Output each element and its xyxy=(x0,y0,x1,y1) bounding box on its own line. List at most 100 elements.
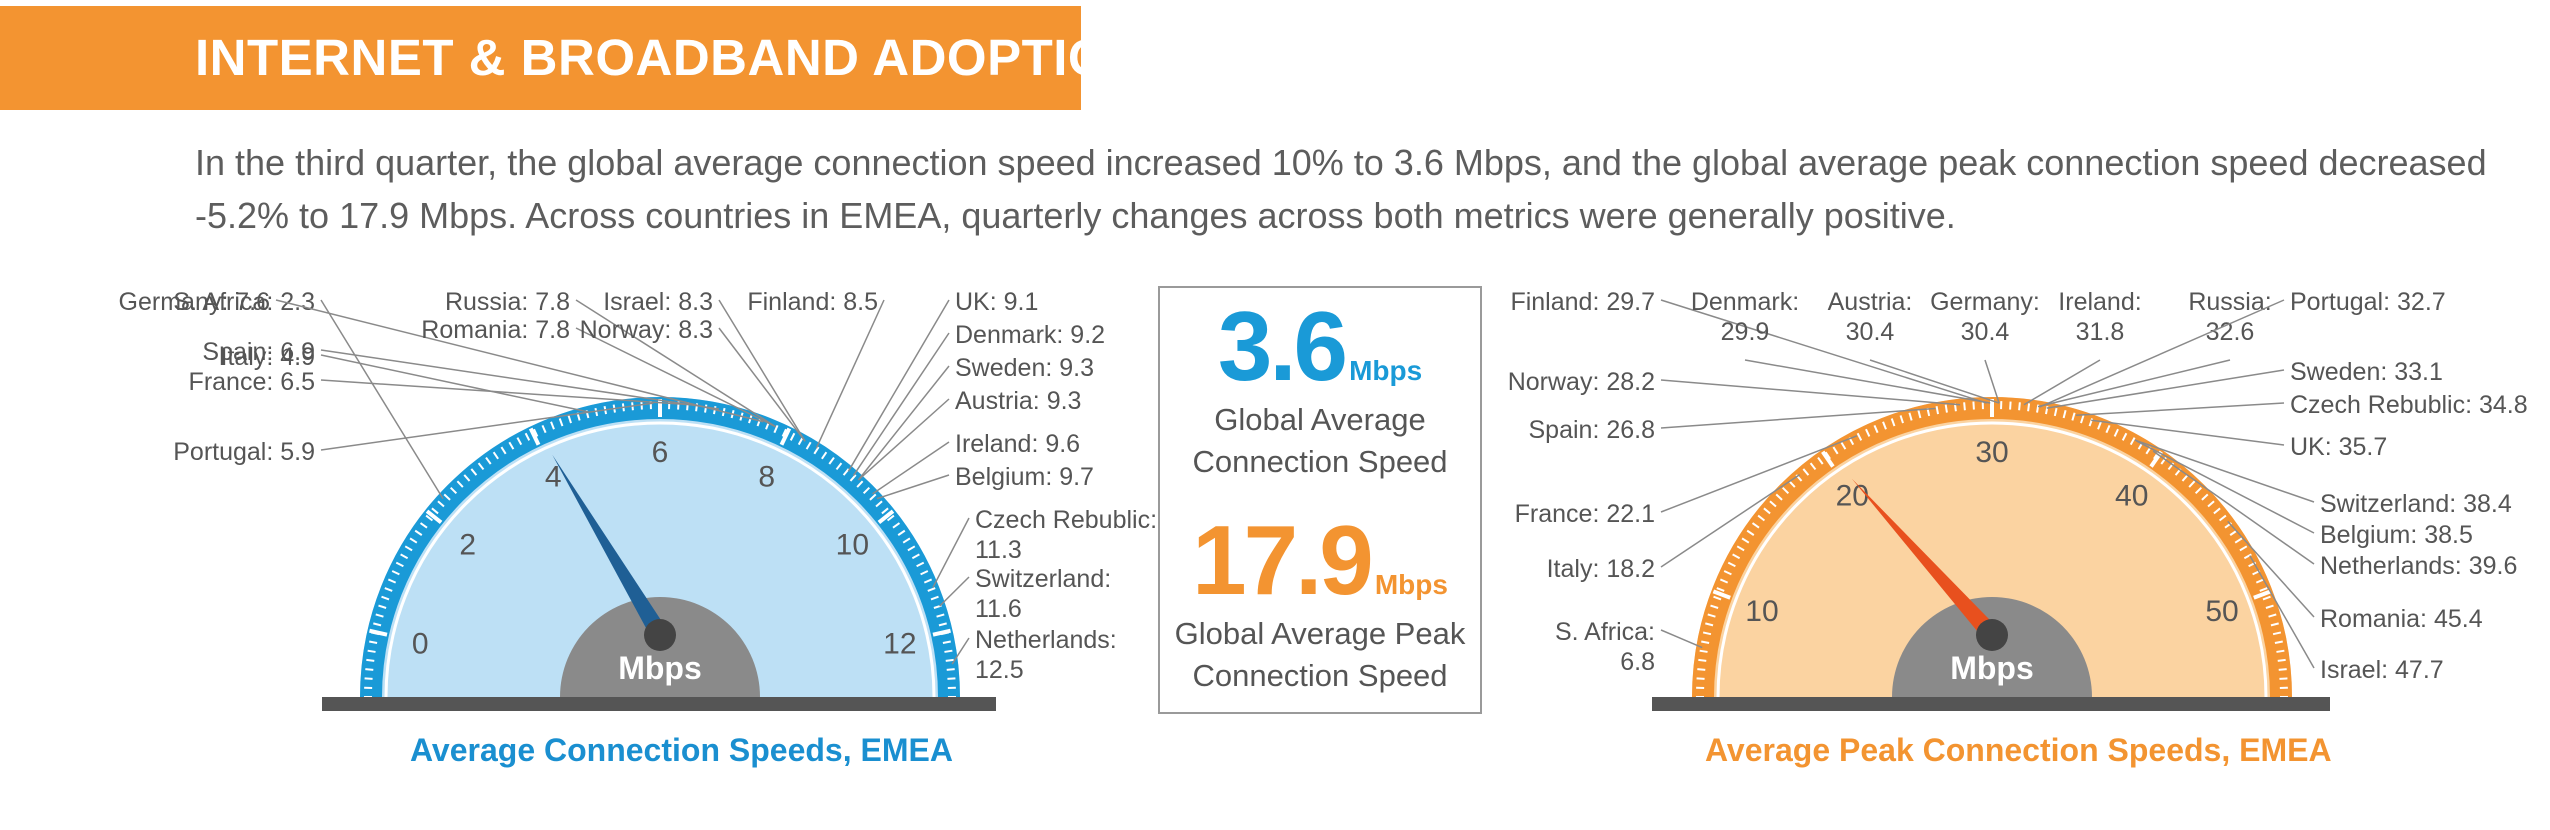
peak-minor-tick xyxy=(2272,631,2282,636)
avg-leader-line xyxy=(939,576,970,607)
peak-leader-line xyxy=(1660,379,1961,406)
avg-leader-line xyxy=(815,299,885,449)
peak-country-label-line: UK: 35.7 xyxy=(2290,433,2387,461)
peak-leader-line xyxy=(2091,419,2285,446)
peak-country-label: Russia: 32.6 xyxy=(2188,288,2271,346)
avg-minor-tick xyxy=(492,451,499,460)
avg-minor-tick xyxy=(550,421,555,430)
avg-country-label-line: Sweden: 9.3 xyxy=(955,354,1094,382)
peak-country-label: Ireland: 31.8 xyxy=(2058,288,2141,346)
avg-minor-tick xyxy=(902,537,911,544)
intro-paragraph: In the third quarter, the global average… xyxy=(195,136,2495,242)
avg-minor-tick xyxy=(869,493,877,501)
peak-minor-tick xyxy=(2270,622,2279,627)
global-peak-box: 17.9 Mbps Global Average Peak Connection … xyxy=(1158,496,1482,714)
peak-needle xyxy=(1851,478,1999,642)
peak-minor-tick xyxy=(1698,658,1707,662)
peak-country-label: Israel: 47.7 xyxy=(2320,656,2444,684)
avg-tick-label: 10 xyxy=(836,529,869,562)
avg-minor-tick xyxy=(920,570,929,576)
avg-country-label-line: Czech Rebublic: xyxy=(975,506,1157,534)
peak-minor-tick xyxy=(1710,604,1719,609)
avg-minor-tick xyxy=(431,507,439,515)
peak-country-label: Portugal: 32.7 xyxy=(2290,288,2446,316)
avg-country-label: Ireland: 9.6 xyxy=(955,430,1080,458)
peak-minor-tick xyxy=(2181,474,2189,482)
peak-country-label: Finland: 29.7 xyxy=(1510,288,1655,316)
peak-minor-tick xyxy=(1713,595,1722,601)
peak-minor-tick xyxy=(1809,462,1817,471)
peak-gauge-face xyxy=(1692,397,2292,697)
peak-minor-tick xyxy=(2194,486,2203,495)
peak-tick-label: 40 xyxy=(2115,480,2148,513)
avg-minor-tick xyxy=(938,622,947,627)
avg-country-label-line: Germany: 7.6 xyxy=(119,288,270,316)
avg-minor-tick xyxy=(400,553,409,560)
avg-minor-tick xyxy=(821,451,828,460)
peak-country-label-line: 6.8 xyxy=(1620,648,1655,676)
avg-leader-line xyxy=(320,354,589,413)
avg-needle xyxy=(552,454,668,640)
avg-minor-tick xyxy=(381,595,390,601)
avg-minor-tick xyxy=(911,553,920,560)
avg-leader-line xyxy=(575,299,776,428)
peak-minor-tick xyxy=(2160,456,2167,465)
peak-country-label-line: Sweden: 33.1 xyxy=(2290,358,2443,386)
avg-minor-tick xyxy=(813,446,820,455)
avg-minor-tick xyxy=(930,595,939,601)
avg-country-label: Norway: 8.3 xyxy=(580,316,713,344)
peak-minor-tick xyxy=(2265,604,2274,609)
avg-country-label: Sweden: 9.3 xyxy=(955,354,1094,382)
peak-leader-line xyxy=(1660,435,1858,513)
avg-country-label-line: Italy: 4.9 xyxy=(221,343,316,371)
peak-country-label-line: Finland: 29.7 xyxy=(1510,288,1655,316)
peak-country-label: Switzerland: 38.4 xyxy=(2320,490,2512,518)
avg-leader-line xyxy=(575,327,776,428)
peak-minor-tick xyxy=(1890,418,1896,427)
avg-minor-tick xyxy=(369,640,378,645)
avg-leader-line xyxy=(872,441,950,495)
peak-minor-tick xyxy=(1705,622,1714,627)
avg-major-tick xyxy=(932,628,951,637)
peak-minor-tick xyxy=(2009,401,2012,410)
peak-country-label: Romania: 45.4 xyxy=(2320,605,2483,633)
peak-leader-line xyxy=(1660,299,1987,404)
global-average-value: 3.6 xyxy=(1217,291,1348,401)
global-peak-value-row: 17.9 Mbps xyxy=(1160,508,1480,613)
avg-country-label-line: Netherlands: xyxy=(975,626,1117,654)
avg-minor-tick xyxy=(364,677,373,680)
avg-country-label: S. Africa: 2.3 xyxy=(173,288,315,316)
peak-minor-tick xyxy=(2234,537,2243,544)
avg-country-label-line: Ireland: 9.6 xyxy=(955,430,1080,458)
avg-needle-pivot xyxy=(644,619,676,651)
peak-tick-label: 50 xyxy=(2205,595,2238,628)
avg-minor-tick xyxy=(886,514,895,522)
avg-minor-tick xyxy=(387,578,397,584)
peak-leader-line xyxy=(1984,359,2000,404)
peak-minor-tick xyxy=(2218,514,2227,522)
avg-country-label: UK: 9.1 xyxy=(955,288,1038,316)
peak-minor-tick xyxy=(1757,514,1766,522)
avg-country-label-line: Russia: 7.8 xyxy=(445,288,570,316)
avg-minor-tick xyxy=(756,418,762,427)
peak-hub-unit: Mbps xyxy=(1950,650,2034,686)
avg-minor-tick xyxy=(842,468,850,476)
peak-minor-tick xyxy=(1736,545,1745,552)
avg-tick-label: 4 xyxy=(545,460,562,493)
peak-country-label: Norway: 28.2 xyxy=(1508,368,1655,396)
peak-major-tick xyxy=(1821,450,1835,468)
avg-minor-tick xyxy=(419,522,428,529)
avg-minor-tick xyxy=(567,415,572,424)
avg-leader-line xyxy=(932,517,970,588)
page-title: INTERNET & BROADBAND ADOPTION xyxy=(195,29,1146,86)
peak-minor-tick xyxy=(1963,402,1966,411)
avg-country-label: Spain: 6.9 xyxy=(202,338,315,366)
peak-major-tick xyxy=(1712,589,1731,600)
peak-country-label-line: Switzerland: 38.4 xyxy=(2320,490,2512,518)
avg-tick-label: 2 xyxy=(459,529,476,562)
peak-country-label-line: Portugal: 32.7 xyxy=(2290,288,2446,316)
peak-minor-tick xyxy=(2213,507,2221,515)
peak-country-label-line: Germany: xyxy=(1930,288,2040,316)
peak-country-label: Belgium: 38.5 xyxy=(2320,521,2473,549)
